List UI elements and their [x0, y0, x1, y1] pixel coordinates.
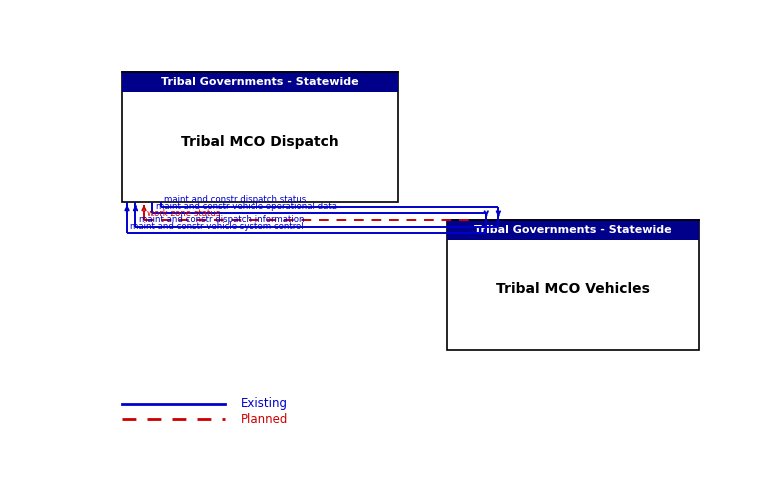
Text: Tribal Governments - Statewide: Tribal Governments - Statewide: [161, 77, 359, 87]
Text: Tribal MCO Dispatch: Tribal MCO Dispatch: [182, 135, 339, 149]
Text: maint and constr dispatch information: maint and constr dispatch information: [139, 215, 304, 224]
Text: work zone status: work zone status: [147, 209, 220, 218]
Text: maint and constr vehicle operational data: maint and constr vehicle operational dat…: [156, 202, 337, 211]
Bar: [122, 72, 399, 92]
Text: maint and constr dispatch status: maint and constr dispatch status: [164, 196, 306, 205]
Text: Tribal MCO Vehicles: Tribal MCO Vehicles: [496, 282, 650, 296]
Text: maint and constr vehicle system control: maint and constr vehicle system control: [130, 222, 304, 231]
Bar: [447, 220, 698, 350]
Text: Existing: Existing: [240, 398, 287, 410]
Bar: [447, 220, 698, 240]
Bar: [122, 72, 399, 202]
Text: Tribal Governments - Statewide: Tribal Governments - Statewide: [474, 225, 672, 235]
Text: Planned: Planned: [240, 413, 288, 426]
